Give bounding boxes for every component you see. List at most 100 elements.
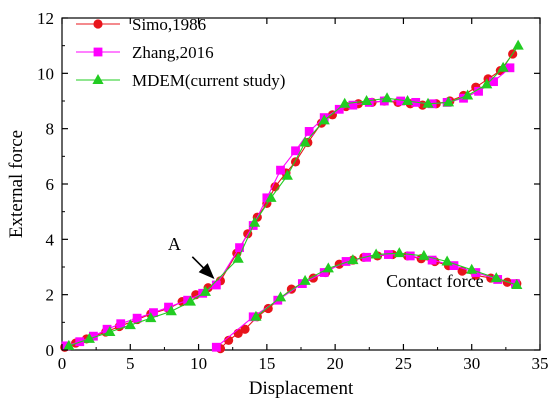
- data-point: [164, 302, 173, 312]
- x-tick-label: 25: [395, 354, 412, 373]
- legend: Simo,1986 Zhang,2016 MDEM(current study): [76, 15, 285, 90]
- ticks-layer: 0 5 10 15 20 25 30 35 0 2 4 6 8 10 12: [37, 9, 549, 373]
- data-point: [232, 252, 244, 263]
- data-point: [497, 61, 509, 72]
- data-point: [348, 100, 358, 110]
- y-tick-label: 0: [46, 341, 55, 360]
- data-point: [381, 92, 393, 103]
- data-point: [281, 169, 293, 180]
- legend-item: MDEM(current study): [76, 71, 285, 90]
- data-point: [360, 95, 373, 105]
- x-axis-title: Displacement: [249, 378, 354, 399]
- data-point: [248, 216, 261, 227]
- series-0: [60, 49, 518, 352]
- series-3: [215, 249, 522, 354]
- x-tick-label: 10: [190, 354, 207, 373]
- data-point: [512, 39, 524, 50]
- data-point: [466, 263, 478, 274]
- data-point: [304, 127, 314, 136]
- legend-item: Zhang,2016: [76, 43, 214, 62]
- series-line: [64, 53, 514, 348]
- data-point: [405, 251, 415, 261]
- y-tick-label: 12: [37, 9, 54, 28]
- data-point: [442, 96, 455, 107]
- x-tick-label: 15: [258, 354, 275, 373]
- data-point: [481, 78, 493, 89]
- data-point: [422, 97, 434, 108]
- legend-marker: [93, 19, 103, 29]
- y-tick-label: 8: [46, 120, 55, 139]
- data-point: [199, 285, 211, 296]
- data-point: [211, 342, 221, 352]
- annotations: A Contact force: [168, 234, 484, 291]
- data-point: [290, 157, 301, 167]
- data-point: [83, 332, 95, 343]
- data-point: [370, 248, 382, 259]
- data-point: [322, 262, 334, 273]
- data-point: [102, 324, 112, 334]
- data-point: [124, 319, 136, 330]
- annotation-arrow: [191, 256, 215, 279]
- data-point: [184, 295, 196, 306]
- data-point: [396, 96, 406, 106]
- data-point: [474, 86, 483, 96]
- legend-item: Simo,1986: [76, 15, 206, 34]
- data-point: [104, 326, 116, 337]
- legend-label: Simo,1986: [132, 15, 206, 34]
- data-point: [418, 249, 430, 260]
- plot-area: [61, 17, 541, 351]
- series-layer: [60, 39, 524, 354]
- y-axis-title: External force: [6, 130, 27, 238]
- data-point: [63, 339, 75, 350]
- data-point: [183, 295, 193, 305]
- data-point: [401, 95, 414, 105]
- y-tick-label: 10: [37, 64, 54, 83]
- data-point: [489, 77, 498, 87]
- data-point: [393, 247, 405, 258]
- series-line: [65, 67, 511, 347]
- series-5: [250, 247, 523, 321]
- x-tick-label: 0: [58, 354, 67, 373]
- plot-frame: [61, 17, 541, 351]
- data-point: [341, 257, 351, 266]
- series-4: [211, 250, 520, 352]
- data-point: [427, 255, 437, 265]
- data-point: [263, 303, 273, 314]
- x-tick-label: 5: [126, 354, 135, 373]
- y-tick-label: 4: [46, 230, 55, 249]
- data-point: [490, 272, 502, 283]
- data-point: [89, 331, 98, 341]
- annotation-label: A: [168, 234, 181, 254]
- data-point: [211, 280, 221, 290]
- data-point: [384, 250, 393, 259]
- data-point: [291, 146, 300, 156]
- x-tick-label: 20: [327, 354, 344, 373]
- data-point: [116, 319, 126, 329]
- series-1: [61, 63, 515, 351]
- legend-label: Zhang,2016: [132, 43, 214, 62]
- data-point: [319, 268, 329, 277]
- data-point: [224, 335, 234, 345]
- data-point: [318, 114, 330, 125]
- data-point: [347, 254, 359, 265]
- y-tick-label: 2: [46, 286, 55, 305]
- data-point: [240, 324, 250, 334]
- data-point: [505, 63, 515, 73]
- data-point: [265, 191, 277, 202]
- data-point: [145, 312, 157, 323]
- series-2: [63, 39, 524, 350]
- data-point: [339, 97, 351, 108]
- data-point: [250, 310, 262, 321]
- annotation-label: Contact force: [386, 271, 483, 291]
- data-point: [462, 89, 474, 100]
- x-tick-label: 30: [463, 354, 480, 373]
- legend-marker: [93, 47, 103, 57]
- data-point: [274, 291, 287, 302]
- y-tick-label: 6: [46, 175, 55, 194]
- data-point: [449, 261, 459, 271]
- data-point: [262, 193, 272, 203]
- legend-label: MDEM(current study): [132, 71, 285, 90]
- legend-marker: [92, 74, 104, 84]
- data-point: [149, 308, 158, 318]
